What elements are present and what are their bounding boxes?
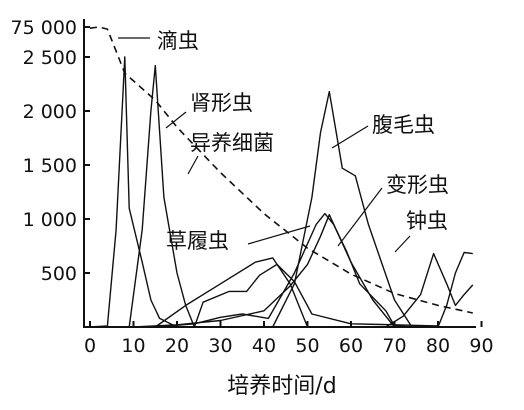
series-line-钟虫 (385, 252, 474, 328)
y-axis-ticks: 75 000 2 500 2 000 1 500 1 000 500 (11, 17, 90, 285)
series-line-草履虫 (155, 212, 421, 328)
label-leader-line (394, 235, 411, 253)
series-line-unlabeled (437, 251, 473, 328)
series-label-异养细菌: 异养细菌 (190, 131, 274, 155)
series-label-滴虫: 滴虫 (157, 29, 199, 53)
series-line-unlabeled (154, 257, 309, 328)
y-tick-label: 1 000 (23, 209, 77, 231)
series-line-滴虫 (89, 56, 178, 328)
label-leader-line (187, 155, 199, 175)
series-line-unlabeled (133, 214, 396, 328)
label-leader-line (337, 187, 383, 247)
series-label-钟虫: 钟虫 (406, 209, 448, 233)
x-tick-label: 40 (252, 335, 276, 357)
label-leader-line (331, 125, 369, 149)
label-leader-line (247, 225, 311, 245)
x-tick-label: 30 (208, 335, 232, 357)
series-layer (89, 26, 474, 328)
x-tick-label: 0 (84, 335, 96, 357)
series-label-草履虫: 草履虫 (166, 229, 229, 253)
label-leaders (118, 37, 411, 253)
y-tick-label: 1 500 (23, 155, 77, 177)
x-tick-label: 70 (382, 335, 406, 357)
series-label-变形虫: 变形虫 (386, 173, 449, 197)
x-axis-title: 培养时间/d (227, 374, 336, 399)
x-axis-ticks: 0 10 20 30 40 50 60 70 80 90 (84, 321, 494, 357)
series-line-异养细菌 (89, 26, 473, 314)
y-tick-label: 2 500 (23, 47, 77, 69)
label-leader-line (165, 111, 187, 129)
series-label-腹毛虫: 腹毛虫 (372, 113, 435, 137)
axis-frame (83, 19, 476, 328)
x-tick-label: 20 (165, 335, 189, 357)
series-line-腹毛虫 (272, 90, 413, 328)
x-tick-label: 90 (469, 335, 493, 357)
y-tick-label: 2 000 (23, 101, 77, 123)
series-label-肾形虫: 肾形虫 (190, 91, 253, 115)
plot-area: 0 10 20 30 40 50 60 70 80 90 75 000 2 500 2 000 1 50… (11, 17, 494, 357)
x-tick-label: 60 (339, 335, 363, 357)
series-line-肾形虫 (128, 64, 196, 328)
x-tick-label: 50 (295, 335, 319, 357)
x-tick-label: 80 (426, 335, 450, 357)
x-tick-label: 10 (121, 335, 145, 357)
y-tick-label: 75 000 (11, 17, 77, 39)
y-tick-label: 500 (41, 263, 77, 285)
